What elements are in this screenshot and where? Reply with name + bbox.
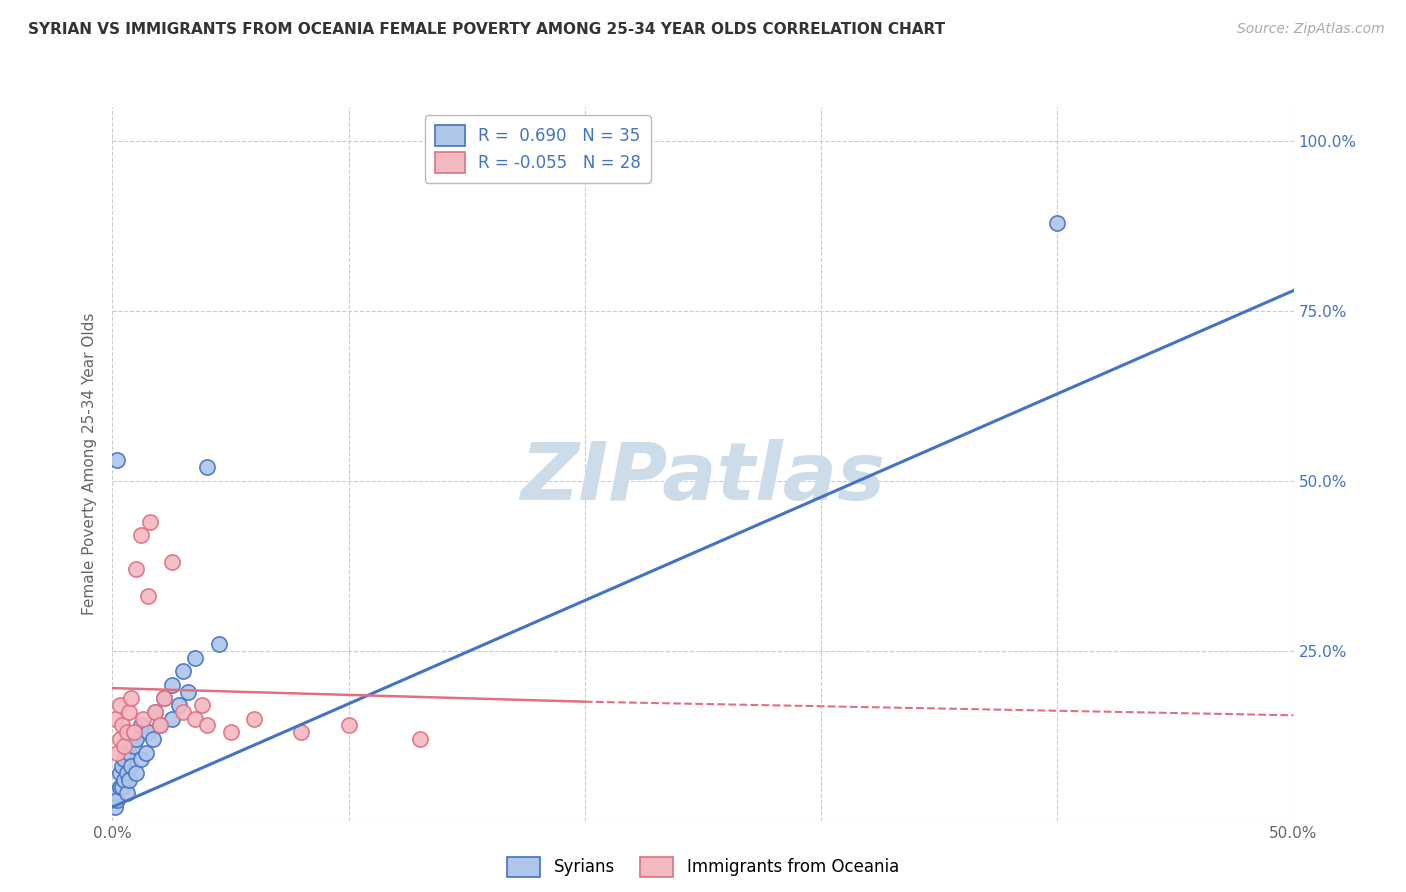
Point bbox=[122, 739, 145, 753]
Point bbox=[105, 793, 128, 807]
Point bbox=[408, 732, 430, 747]
Point bbox=[136, 725, 159, 739]
Point bbox=[290, 725, 312, 739]
Point bbox=[129, 718, 152, 732]
Y-axis label: Female Poverty Among 25-34 Year Olds: Female Poverty Among 25-34 Year Olds bbox=[82, 313, 97, 615]
Point bbox=[105, 746, 128, 760]
Point bbox=[118, 772, 141, 787]
Point bbox=[111, 780, 134, 794]
Point bbox=[139, 515, 162, 529]
Point bbox=[120, 759, 142, 773]
Point bbox=[172, 664, 194, 678]
Point bbox=[160, 555, 183, 569]
Point bbox=[115, 725, 138, 739]
Point bbox=[122, 725, 145, 739]
Point bbox=[337, 718, 360, 732]
Point bbox=[132, 712, 155, 726]
Point bbox=[136, 590, 159, 604]
Point bbox=[160, 712, 183, 726]
Point bbox=[118, 705, 141, 719]
Point bbox=[184, 712, 207, 726]
Point bbox=[135, 746, 157, 760]
Point bbox=[108, 698, 131, 712]
Point bbox=[177, 684, 200, 698]
Point bbox=[143, 705, 166, 719]
Point bbox=[112, 752, 135, 766]
Point bbox=[120, 691, 142, 706]
Point bbox=[104, 787, 127, 801]
Point bbox=[112, 739, 135, 753]
Point bbox=[143, 705, 166, 719]
Point bbox=[195, 718, 218, 732]
Point bbox=[160, 678, 183, 692]
Point bbox=[153, 691, 176, 706]
Point bbox=[111, 718, 134, 732]
Point bbox=[104, 800, 127, 814]
Point bbox=[149, 718, 172, 732]
Point bbox=[104, 712, 127, 726]
Point bbox=[108, 732, 131, 747]
Point bbox=[129, 528, 152, 542]
Point bbox=[208, 637, 231, 651]
Text: Source: ZipAtlas.com: Source: ZipAtlas.com bbox=[1237, 22, 1385, 37]
Point bbox=[111, 759, 134, 773]
Point bbox=[118, 746, 141, 760]
Legend: Syrians, Immigrants from Oceania: Syrians, Immigrants from Oceania bbox=[501, 850, 905, 884]
Point bbox=[125, 732, 148, 747]
Point bbox=[108, 766, 131, 780]
Point bbox=[153, 691, 176, 706]
Point bbox=[191, 698, 214, 712]
Point bbox=[125, 766, 148, 780]
Text: SYRIAN VS IMMIGRANTS FROM OCEANIA FEMALE POVERTY AMONG 25-34 YEAR OLDS CORRELATI: SYRIAN VS IMMIGRANTS FROM OCEANIA FEMALE… bbox=[28, 22, 945, 37]
Point bbox=[142, 732, 165, 747]
Point bbox=[129, 752, 152, 766]
Point bbox=[112, 772, 135, 787]
Point bbox=[184, 650, 207, 665]
Point bbox=[115, 766, 138, 780]
Point bbox=[125, 562, 148, 576]
Text: ZIPatlas: ZIPatlas bbox=[520, 439, 886, 517]
Point bbox=[167, 698, 190, 712]
Point bbox=[1046, 216, 1069, 230]
Point bbox=[105, 453, 128, 467]
Point bbox=[115, 787, 138, 801]
Point bbox=[108, 780, 131, 794]
Point bbox=[219, 725, 242, 739]
Point bbox=[195, 460, 218, 475]
Point bbox=[243, 712, 266, 726]
Point bbox=[172, 705, 194, 719]
Point bbox=[149, 718, 172, 732]
